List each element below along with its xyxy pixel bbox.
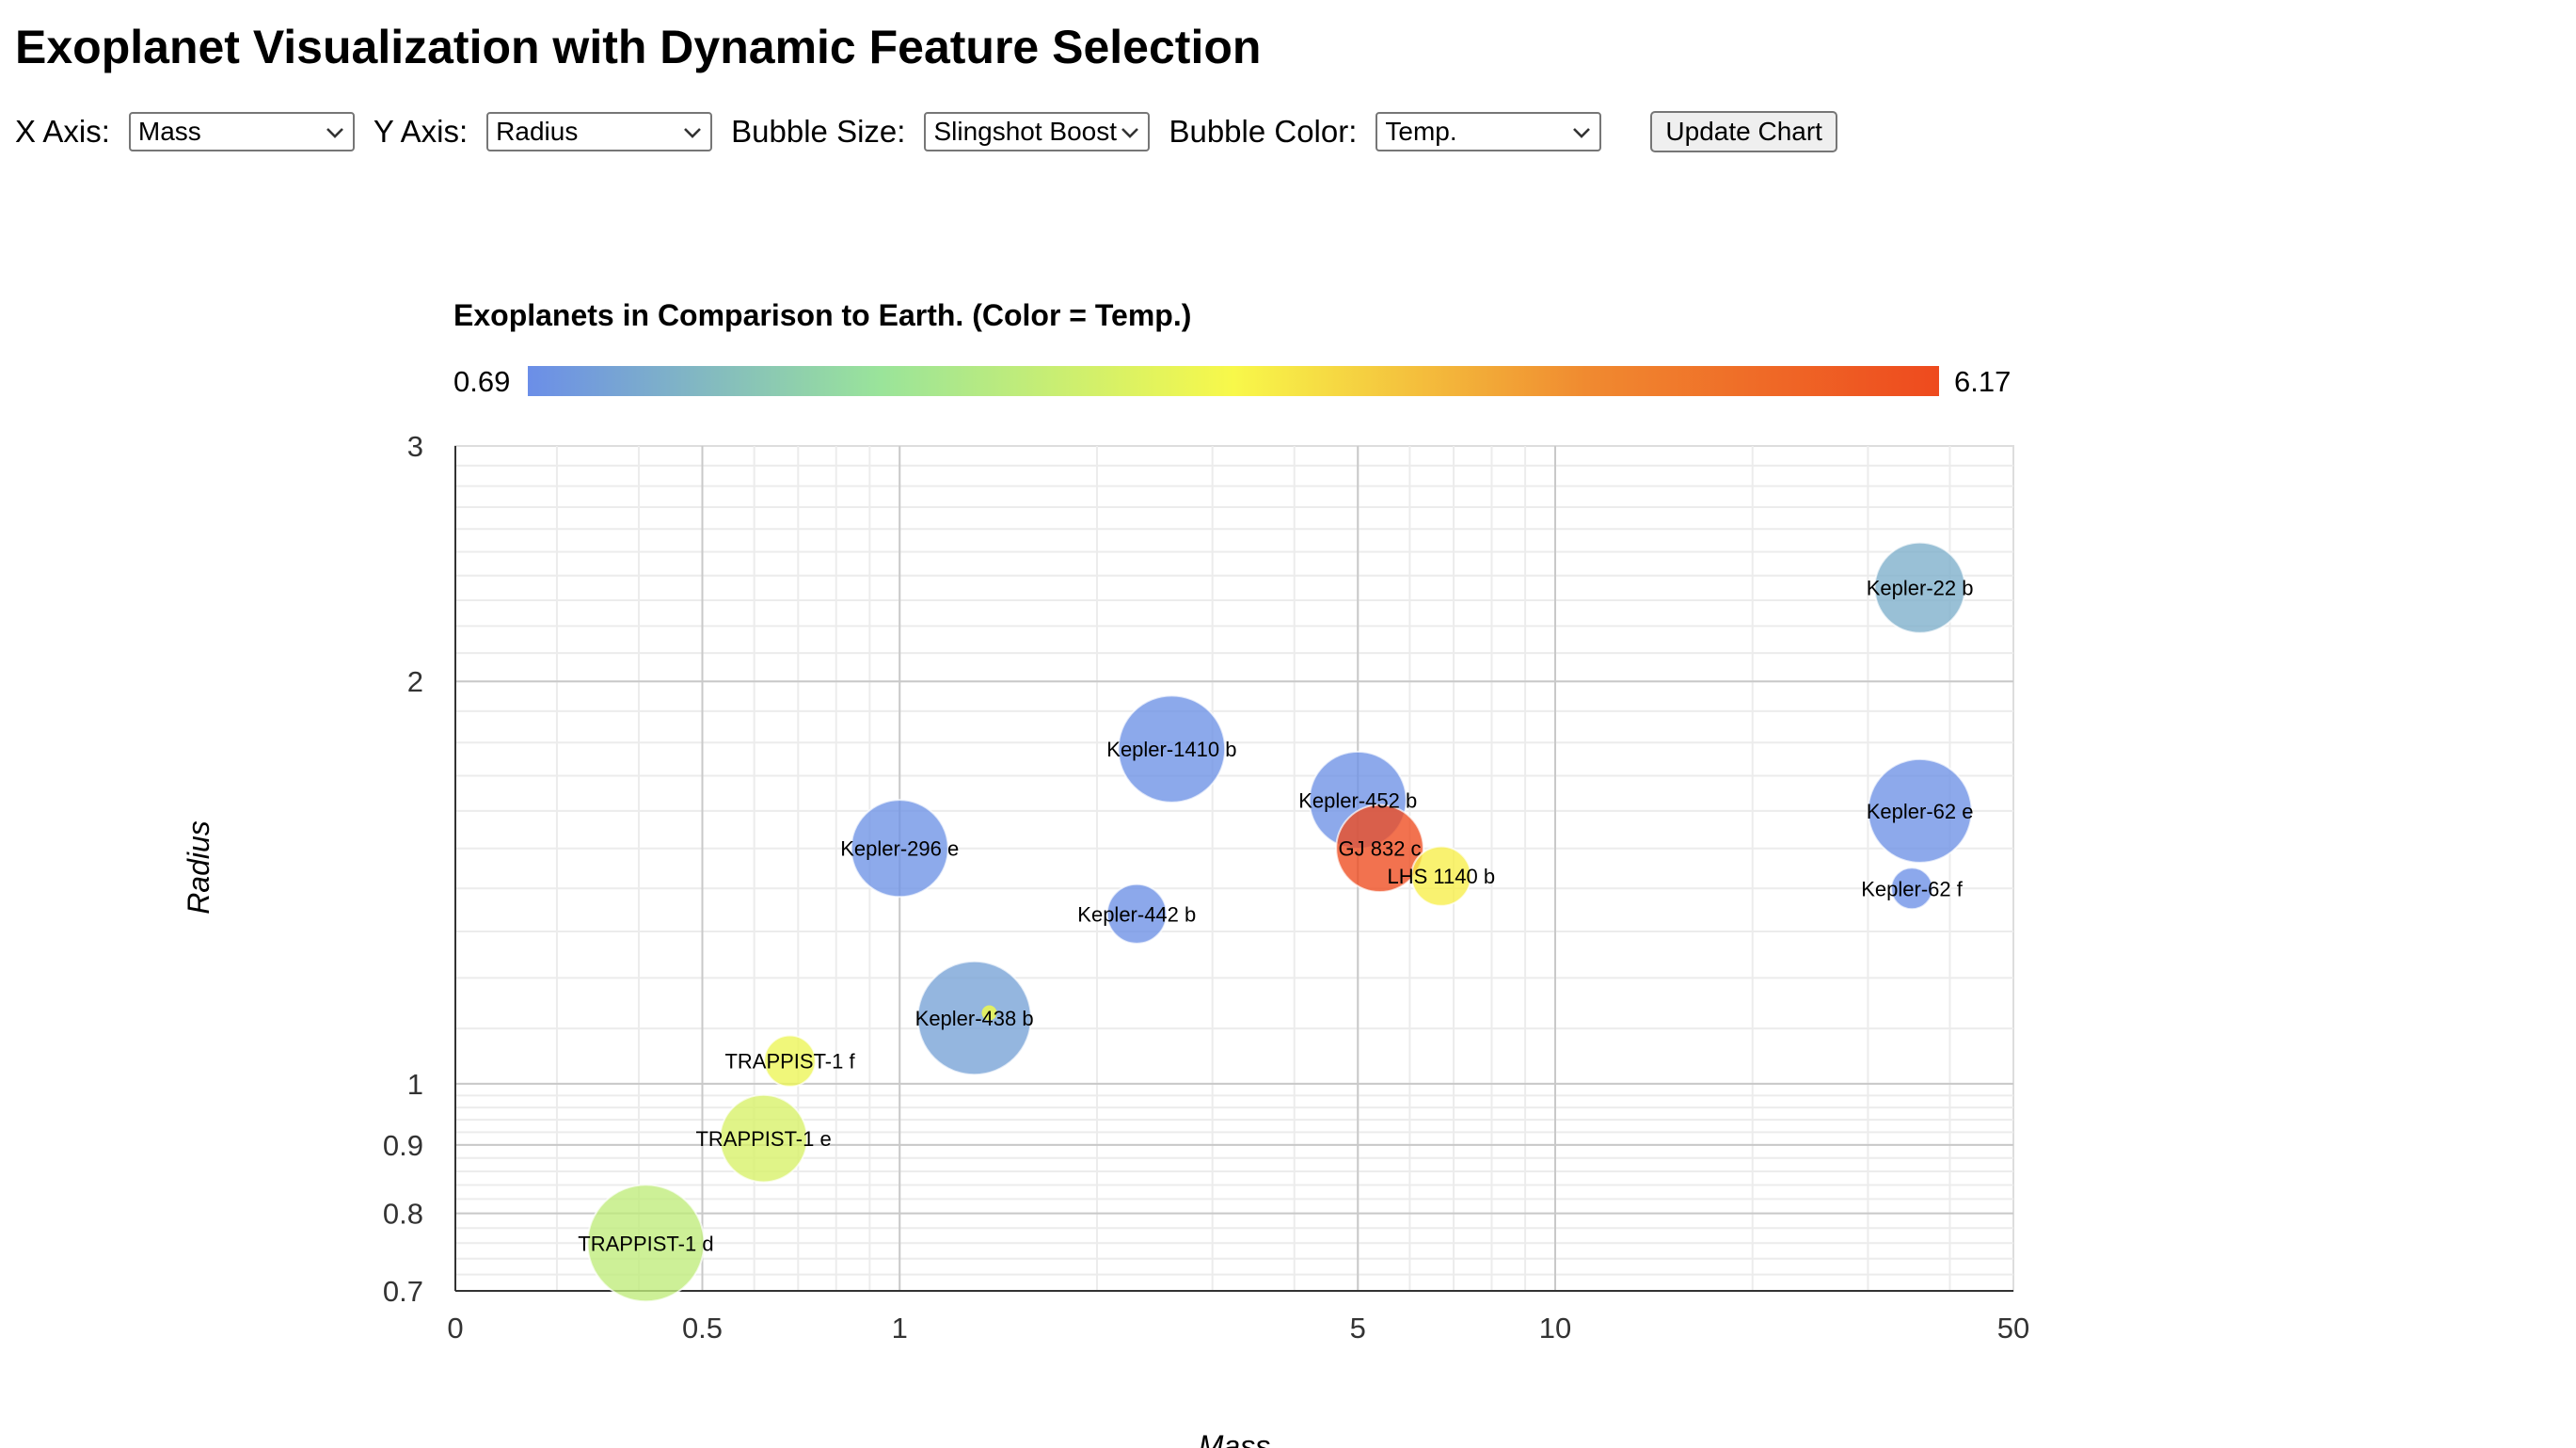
bubble-size-select-value: Slingshot Boost: [933, 117, 1118, 146]
bubbles: [586, 541, 1973, 1303]
bubble-label: Kepler-452 b: [1298, 788, 1417, 812]
bubble: [763, 1034, 817, 1088]
chevron-down-icon: [1121, 128, 1139, 138]
axes: 0 0.5 1 5 10 50 0.7 0.8 0.9 1 2 3: [383, 430, 2029, 1345]
bubble-label: Kepler-22 b: [1867, 577, 1974, 600]
x-axis-title: Mass: [1199, 1429, 1270, 1448]
bubble-labels: TRAPPIST-1 d TRAPPIST-1 e TRAPPIST-1 f Kepl…: [578, 577, 1973, 1256]
bubble: [1335, 804, 1424, 894]
y-tick-label: 2: [407, 665, 423, 698]
grid: [454, 445, 2014, 1292]
bubble-label: Kepler-438 b: [915, 1007, 1034, 1030]
x-tick-label: 10: [1539, 1312, 1571, 1345]
bubble-label: GJ 832 c: [1339, 837, 1422, 861]
chevron-down-icon: [326, 128, 343, 138]
bubble: [916, 960, 1032, 1076]
controls-bar: X Axis: Mass Y Axis: Radius Bubble Size:…: [15, 107, 1837, 156]
colorbar-max-label: 6.17: [1954, 365, 2011, 398]
bubble: [719, 1093, 808, 1184]
y-tick-label: 0.7: [383, 1275, 423, 1308]
y-tick-label: 3: [407, 430, 423, 463]
x-axis-select[interactable]: Mass: [128, 112, 355, 151]
colorbar-min-label: 0.69: [453, 365, 510, 398]
bubble-label: TRAPPIST-1 e: [695, 1127, 831, 1151]
x-tick-label: 50: [1997, 1312, 2029, 1345]
y-axis-title: Radius: [182, 820, 215, 915]
bubble: [1410, 845, 1472, 907]
chevron-down-icon: [684, 128, 702, 138]
chevron-down-icon: [1573, 128, 1591, 138]
bubble-label: Kepler-296 e: [840, 837, 959, 861]
bubble: [1890, 867, 1934, 911]
bubble-color-select-value: Temp.: [1385, 117, 1457, 146]
bubble: [850, 799, 949, 899]
x-tick-label: 0.5: [682, 1312, 723, 1345]
bubble-marker: [981, 1005, 997, 1021]
bubble: [1873, 541, 1966, 634]
y-axis-select[interactable]: Radius: [486, 112, 713, 151]
page-title: Exoplanet Visualization with Dynamic Fea…: [15, 21, 1262, 73]
bubble: [1867, 757, 1973, 864]
bubble: [1117, 694, 1227, 804]
y-tick-label: 1: [407, 1068, 423, 1101]
bubble-label: TRAPPIST-1 d: [578, 1232, 713, 1255]
bubble-size-select[interactable]: Slingshot Boost: [924, 112, 1151, 151]
bubble-color-select[interactable]: Temp.: [1375, 112, 1602, 151]
colorbar: [528, 366, 1939, 396]
x-tick-label: 5: [1350, 1312, 1366, 1345]
bubble-size-label: Bubble Size:: [731, 114, 906, 149]
bubble-label: Kepler-1410 b: [1106, 738, 1236, 761]
x-axis-label: X Axis:: [15, 114, 110, 149]
bubble: [1105, 883, 1168, 945]
bubble-color-label: Bubble Color:: [1169, 114, 1358, 149]
y-tick-label: 0.8: [383, 1198, 423, 1231]
x-axis-select-value: Mass: [137, 117, 201, 146]
bubble: [586, 1184, 706, 1303]
x-tick-label: 0: [447, 1312, 463, 1345]
chart-title: Exoplanets in Comparison to Earth. (Colo…: [453, 298, 1191, 332]
bubble-label: TRAPPIST-1 f: [724, 1050, 855, 1074]
y-axis-label: Y Axis:: [373, 114, 469, 149]
update-chart-button[interactable]: Update Chart: [1650, 111, 1837, 152]
x-tick-label: 1: [892, 1312, 908, 1345]
plot-frame: [454, 445, 2014, 1292]
y-axis-select-value: Radius: [496, 117, 579, 146]
bubble-label: Kepler-442 b: [1077, 902, 1196, 926]
bubble-label: LHS 1140 b: [1388, 865, 1496, 888]
y-tick-label: 0.9: [383, 1129, 423, 1162]
bubble-label: Kepler-62 f: [1861, 877, 1964, 900]
bubble-label: Kepler-62 e: [1867, 800, 1974, 823]
